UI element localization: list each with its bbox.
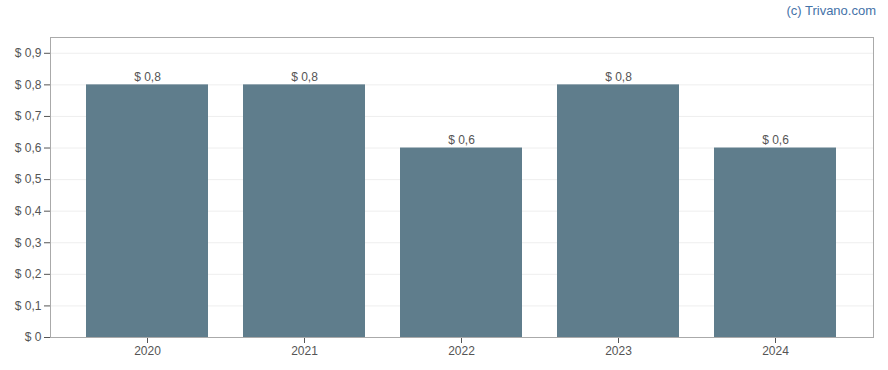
svg-text:2022: 2022 bbox=[448, 344, 475, 358]
svg-text:$ 0,7: $ 0,7 bbox=[15, 109, 42, 123]
svg-text:$ 0,6: $ 0,6 bbox=[15, 141, 42, 155]
svg-text:$ 0,8: $ 0,8 bbox=[291, 70, 318, 84]
svg-text:$ 0,6: $ 0,6 bbox=[762, 133, 789, 147]
svg-text:2020: 2020 bbox=[134, 344, 161, 358]
svg-text:$ 0,1: $ 0,1 bbox=[15, 299, 42, 313]
svg-text:$ 0,5: $ 0,5 bbox=[15, 172, 42, 186]
svg-text:$ 0,8: $ 0,8 bbox=[134, 70, 161, 84]
svg-text:2021: 2021 bbox=[291, 344, 318, 358]
svg-text:$ 0,8: $ 0,8 bbox=[605, 70, 632, 84]
html-text:(c) Trivano.com: (c) Trivano.com bbox=[786, 3, 876, 18]
svg-text:$ 0,4: $ 0,4 bbox=[15, 204, 42, 218]
svg-text:2024: 2024 bbox=[762, 344, 789, 358]
svg-text:$ 0,2: $ 0,2 bbox=[15, 267, 42, 281]
svg-text:$ 0,8: $ 0,8 bbox=[15, 78, 42, 92]
svg-text:$ 0: $ 0 bbox=[25, 330, 42, 344]
svg-text:$ 0,9: $ 0,9 bbox=[15, 46, 42, 60]
svg-text:$ 0,3: $ 0,3 bbox=[15, 236, 42, 250]
svg-text:$ 0,6: $ 0,6 bbox=[448, 133, 475, 147]
svg-text:2023: 2023 bbox=[605, 344, 632, 358]
